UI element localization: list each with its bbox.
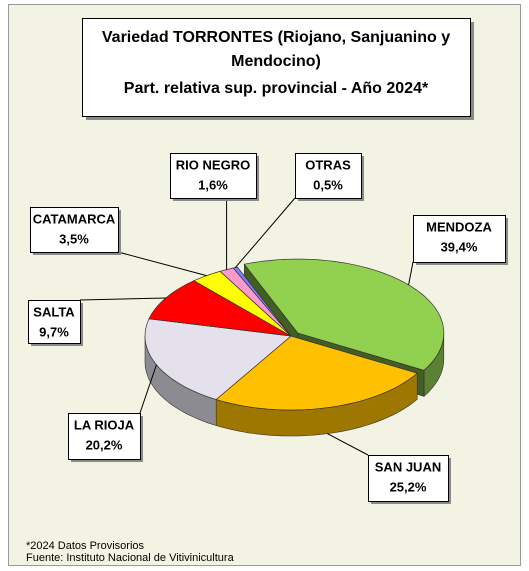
chart-title: Mendocino) — [231, 53, 321, 70]
label-box — [295, 153, 362, 199]
leader-line — [117, 251, 207, 277]
leader-line — [139, 364, 157, 414]
label-box — [68, 413, 141, 460]
slice — [193, 270, 292, 337]
value-label: 3,5% — [59, 231, 89, 246]
category-label: SAN JUAN — [375, 459, 441, 474]
value-label: 39,4% — [441, 239, 478, 254]
value-label: 25,2% — [390, 479, 427, 494]
category-label: CATAMARCA — [33, 211, 116, 226]
leader-line — [234, 197, 296, 268]
value-label: 0,5% — [313, 177, 343, 192]
label-box — [30, 207, 119, 253]
label-box — [28, 300, 81, 344]
slice — [215, 335, 418, 411]
value-label: 9,7% — [39, 324, 69, 339]
chart-subtitle: Part. relativa sup. provincial - Año 202… — [124, 80, 429, 97]
leader-line — [408, 261, 414, 285]
category-label: LA RIOJA — [74, 417, 135, 432]
category-label: SALTA — [33, 304, 75, 319]
leader-line — [327, 433, 369, 456]
category-label: MENDOZA — [426, 219, 492, 234]
leader-line — [79, 297, 166, 301]
value-label: 1,6% — [198, 177, 228, 192]
category-label: OTRAS — [305, 157, 351, 172]
footnote: *2024 Datos Provisorios — [26, 540, 145, 552]
chart-title: Variedad TORRONTES (Riojano, Sanjuanino … — [102, 29, 450, 46]
category-label: RIO NEGRO — [176, 157, 250, 172]
label-box — [413, 215, 506, 263]
source: Fuente: Instituto Nacional de Vitivinicu… — [26, 552, 235, 564]
value-label: 20,2% — [86, 437, 123, 452]
title-box — [82, 18, 471, 117]
label-box — [170, 153, 257, 199]
label-box — [368, 455, 449, 502]
